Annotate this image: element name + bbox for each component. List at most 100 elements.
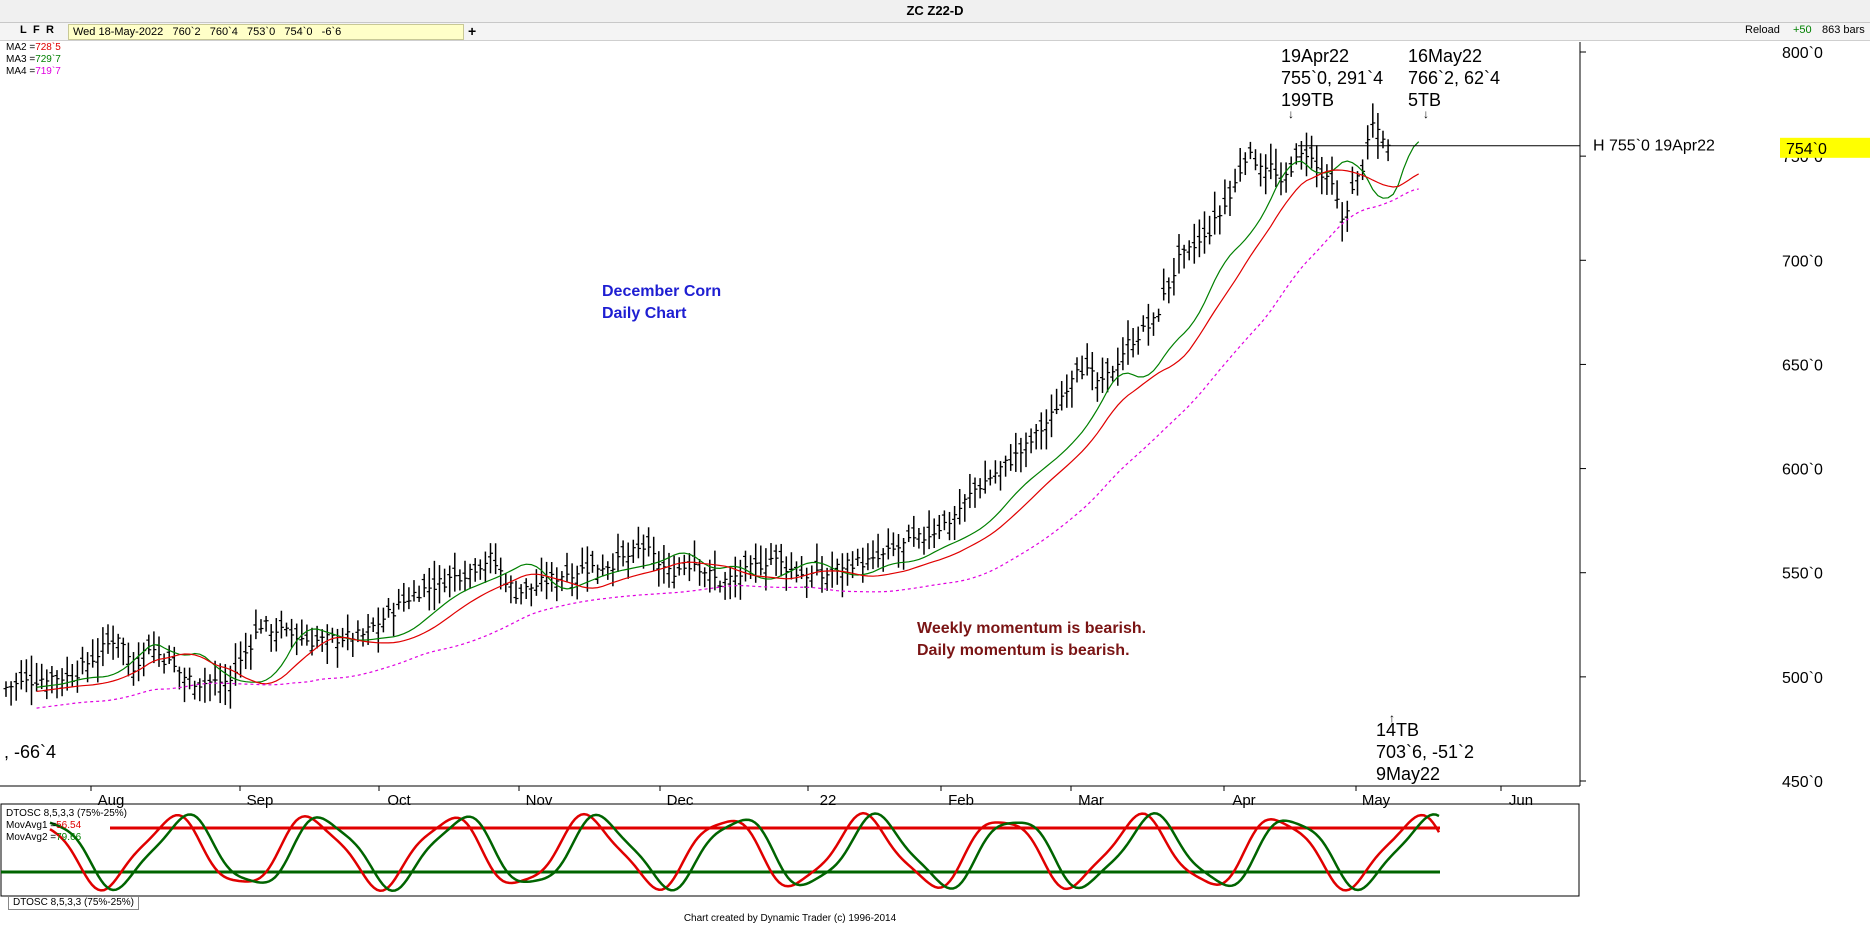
ohlc-bar: [131, 652, 136, 686]
ohlc-bar: [508, 575, 514, 604]
weekly-momentum-note: Weekly momentum is bearish.: [917, 620, 1146, 637]
x-tick-label: Dec: [667, 792, 694, 809]
ohlc-bar: [401, 582, 407, 612]
ohlc-bar: [564, 552, 570, 583]
ohlc-bar: [447, 565, 453, 598]
ohlc-bar: [161, 653, 167, 674]
bar-count: 863 bars: [1822, 24, 1865, 36]
top2-tb: 5TB: [1408, 90, 1441, 110]
ohlc-bar: [1038, 412, 1044, 450]
ohlc-bar: [1344, 200, 1350, 232]
toolbar-button-l[interactable]: L: [20, 24, 27, 36]
ohlc-bar: [192, 680, 198, 700]
ohlc-bar: [1074, 357, 1080, 383]
ohlc-bar: [936, 514, 942, 540]
ohlc-bar: [518, 584, 524, 605]
oscillator-tab[interactable]: DTOSC 8,5,3,3 (75%-25%): [8, 897, 139, 910]
ohlc-bar: [375, 607, 381, 653]
ohlc-bar: [870, 540, 876, 570]
ohlc-bar: [896, 533, 901, 568]
ohlc-bar: [304, 624, 310, 646]
ohlc-bar: [1125, 320, 1131, 365]
add-button[interactable]: +: [468, 23, 477, 39]
ohlc-bar: [222, 664, 228, 706]
ohlc-bar: [1156, 308, 1162, 322]
x-tick-label: 22: [820, 792, 837, 809]
ohlc-bar: [768, 543, 774, 565]
ohlc-bar: [411, 580, 417, 602]
ohlc-bar: [8, 681, 14, 706]
reload-button[interactable]: Reload: [1745, 24, 1780, 36]
ohlc-bar: [1339, 202, 1345, 242]
ohlc-bar: [472, 558, 478, 582]
movavg1-line: [49, 811, 1441, 892]
ohlc-bar: [799, 556, 805, 580]
ohlc-bar: [911, 515, 917, 547]
top1-values: 755`0, 291`4: [1281, 68, 1383, 88]
ohlc-bar: [110, 625, 116, 660]
ohlc-bar: [1253, 149, 1258, 171]
y-tick-label: 700`0: [1782, 253, 1823, 270]
bar-info-field: Wed 18-May-2022 760`2 760`4 753`0 754`0 …: [68, 24, 464, 40]
ohlc-bar: [80, 646, 85, 675]
ohlc-bar: [544, 561, 550, 600]
ohlc-bar: [1273, 148, 1279, 188]
ohlc-bar: [207, 674, 213, 702]
ohlc-bar: [794, 561, 799, 583]
ohlc-bar: [1283, 162, 1289, 193]
last-price-marker: [1780, 137, 1870, 158]
movavg1-legend: MovAvg1 =56.54: [6, 820, 82, 831]
ohlc-bar: [885, 528, 891, 560]
toolbar-button-r[interactable]: R: [46, 24, 54, 36]
ohlc-bar: [380, 607, 386, 633]
ohlc-bar: [477, 559, 483, 580]
ohlc-bar: [1304, 132, 1309, 177]
ohlc-bar: [875, 533, 881, 568]
ohlc-bar: [1375, 113, 1381, 159]
ohlc-bar: [824, 567, 830, 591]
ohlc-bar: [187, 667, 193, 690]
step-button[interactable]: +50: [1793, 24, 1812, 36]
oscillator-panel: [0, 803, 1580, 897]
ohlc-bar: [1217, 205, 1223, 235]
ohlc-bar: [3, 681, 9, 697]
ohlc-bar: [1140, 315, 1146, 332]
y-tick-label: 800`0: [1782, 45, 1823, 62]
ohlc-bar: [941, 510, 947, 531]
ohlc-bar: [992, 460, 998, 484]
ohlc-bar: [549, 562, 555, 592]
ohlc-bar: [814, 543, 820, 576]
toolbar-button-f[interactable]: F: [33, 24, 40, 36]
ohlc-bar: [1043, 409, 1049, 450]
ohlc-bar: [1130, 328, 1136, 358]
footer-credit: Chart created by Dynamic Trader (c) 1996…: [683, 913, 897, 924]
y-tick-label: 550`0: [1782, 566, 1823, 583]
low-date: 9May22: [1376, 764, 1440, 784]
last-price-label: 754`0: [1786, 141, 1827, 158]
ohlc-bar: [324, 624, 330, 664]
ohlc-bar: [498, 557, 504, 590]
y-tick-label: 600`0: [1782, 462, 1823, 479]
ohlc-bar: [345, 614, 351, 651]
left-partial-annotation: , -66`4: [4, 742, 56, 762]
ohlc-bar: [845, 552, 850, 586]
ohlc-bar: [620, 540, 626, 567]
ohlc-bar: [947, 511, 952, 541]
ohlc-bar: [151, 631, 157, 664]
low-arrow-icon: ↑: [1389, 711, 1395, 725]
ohlc-bar: [702, 567, 708, 588]
ohlc-bar: [1186, 240, 1192, 261]
top2-date: 16May22: [1408, 46, 1482, 66]
ohlc-bar: [1049, 394, 1054, 438]
ohlc-bar: [1033, 423, 1039, 450]
top1-date: 19Apr22: [1281, 46, 1349, 66]
top2-values: 766`2, 62`4: [1408, 68, 1500, 88]
ohlc-bar: [59, 668, 65, 697]
ohlc-bar: [431, 560, 437, 611]
ohlc-bar: [1059, 381, 1065, 411]
ohlc-bar: [1309, 135, 1315, 169]
ohlc-bar: [605, 561, 611, 580]
ohlc-bar: [1089, 351, 1095, 391]
top2-arrow-icon: ↓: [1423, 107, 1429, 121]
top1-arrow-icon: ↓: [1288, 107, 1294, 121]
